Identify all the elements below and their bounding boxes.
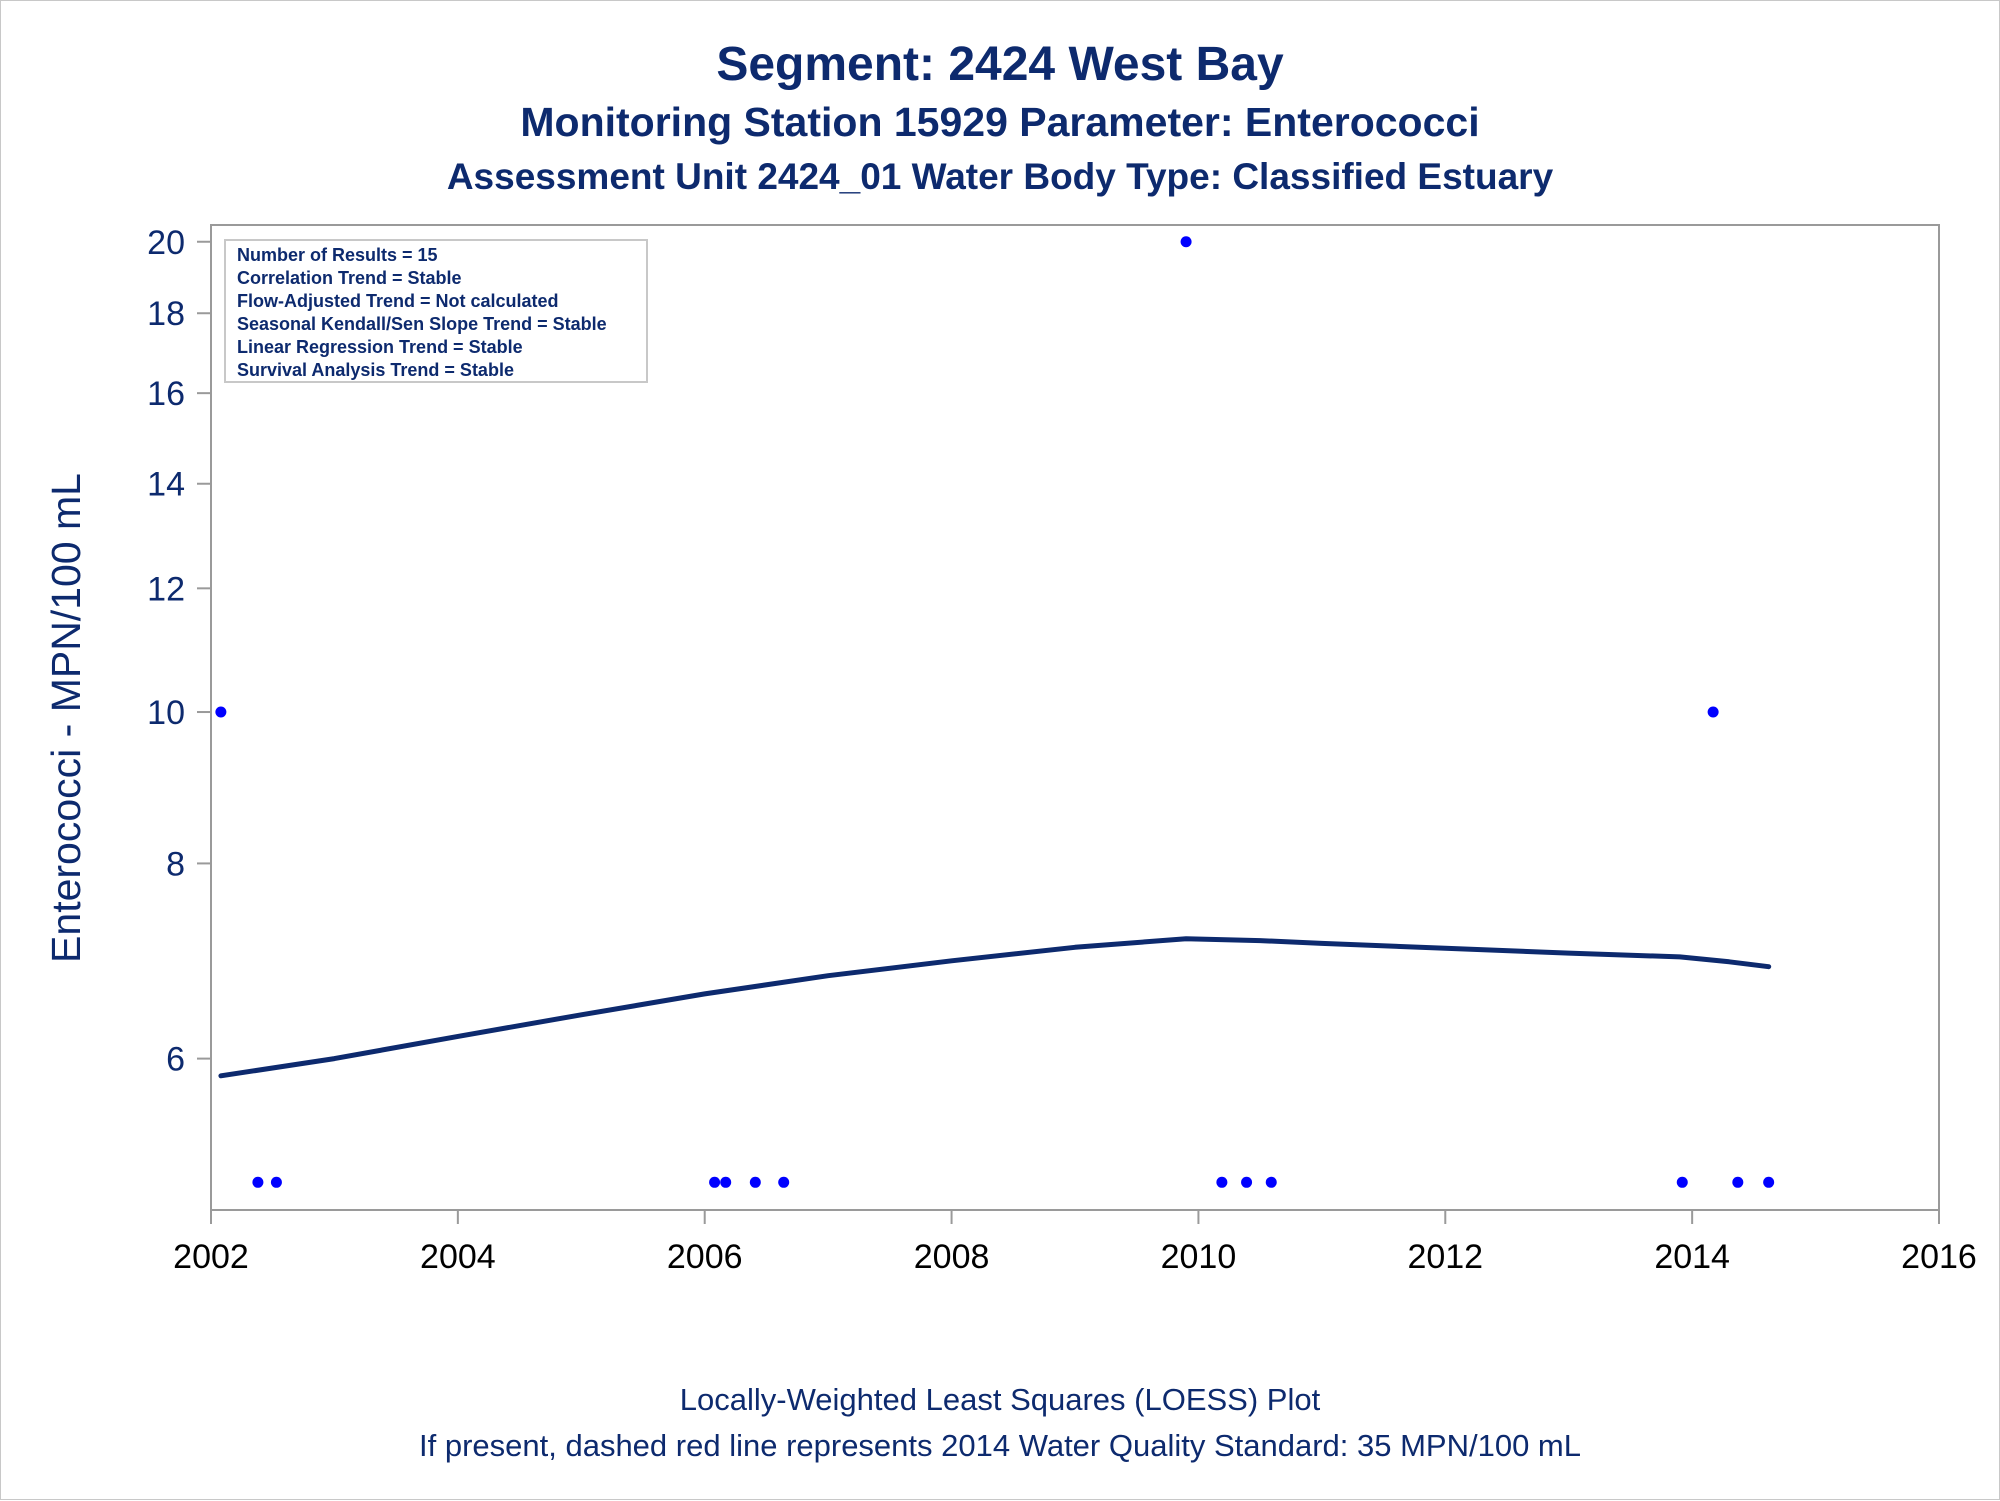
data-point [1265, 1176, 1277, 1188]
y-tick-label: 8 [166, 845, 185, 883]
plot-frame [210, 224, 1940, 1211]
x-tick-label: 2010 [1161, 1238, 1237, 1276]
data-point [1216, 1176, 1228, 1188]
data-point [270, 1176, 282, 1188]
data-point [215, 706, 227, 718]
data-point [778, 1176, 790, 1188]
data-point [1732, 1176, 1744, 1188]
points-series [215, 236, 1775, 1188]
data-point [1676, 1176, 1688, 1188]
chart-title: Segment: 2424 West Bay [716, 38, 1284, 91]
y-tick-label: 14 [147, 466, 185, 504]
loess-curve [218, 936, 1772, 1079]
x-tick-label: 2008 [914, 1238, 990, 1276]
y-tick-label: 16 [147, 375, 185, 413]
x-axis: 2002 2004 2006 2008 2010 2012 2014 2016 [173, 1210, 1977, 1276]
data-point [1180, 236, 1192, 248]
info-flow-adjusted-trend: Flow-Adjusted Trend = Not calculated [237, 291, 559, 311]
info-linear-regression-trend: Linear Regression Trend = Stable [237, 337, 523, 357]
x-tick-label: 2006 [667, 1238, 743, 1276]
data-point [252, 1176, 264, 1188]
y-tick-label: 6 [166, 1041, 185, 1079]
y-tick-label: 18 [147, 295, 185, 333]
x-tick-label: 2002 [173, 1238, 249, 1276]
data-point [1241, 1176, 1253, 1188]
data-point [720, 1176, 732, 1188]
chart-subtitle-station: Monitoring Station 15929 Parameter: Ente… [520, 99, 1480, 145]
info-correlation-trend: Correlation Trend = Stable [237, 268, 462, 288]
x-tick-label: 2016 [1901, 1238, 1977, 1276]
footnote-loess: Locally-Weighted Least Squares (LOESS) P… [679, 1382, 1321, 1417]
x-tick-label: 2014 [1654, 1238, 1730, 1276]
chart-subtitle-assessment: Assessment Unit 2424_01 Water Body Type:… [446, 156, 1554, 197]
data-point [749, 1176, 761, 1188]
data-point [1707, 706, 1719, 718]
info-results-count: Number of Results = 15 [237, 245, 438, 265]
y-tick-label: 12 [147, 570, 185, 608]
y-tick-label: 20 [147, 224, 185, 262]
info-box-frame [224, 239, 648, 383]
info-seasonal-kendall-trend: Seasonal Kendall/Sen Slope Trend = Stabl… [237, 314, 607, 334]
x-tick-label: 2012 [1407, 1238, 1483, 1276]
y-axis: 6 8 10 12 14 16 18 20 [147, 224, 211, 1079]
y-axis-label: Enterococci - MPN/100 mL [43, 473, 89, 963]
loess-series [218, 936, 1772, 1079]
info-survival-analysis-trend: Survival Analysis Trend = Stable [237, 360, 514, 380]
data-point [1763, 1176, 1775, 1188]
footnote-standard: If present, dashed red line represents 2… [419, 1428, 1581, 1463]
trend-info-box: Number of Results = 15 Correlation Trend… [224, 239, 648, 383]
data-point [709, 1176, 721, 1188]
x-tick-label: 2004 [420, 1238, 496, 1276]
y-tick-label: 10 [147, 694, 185, 732]
